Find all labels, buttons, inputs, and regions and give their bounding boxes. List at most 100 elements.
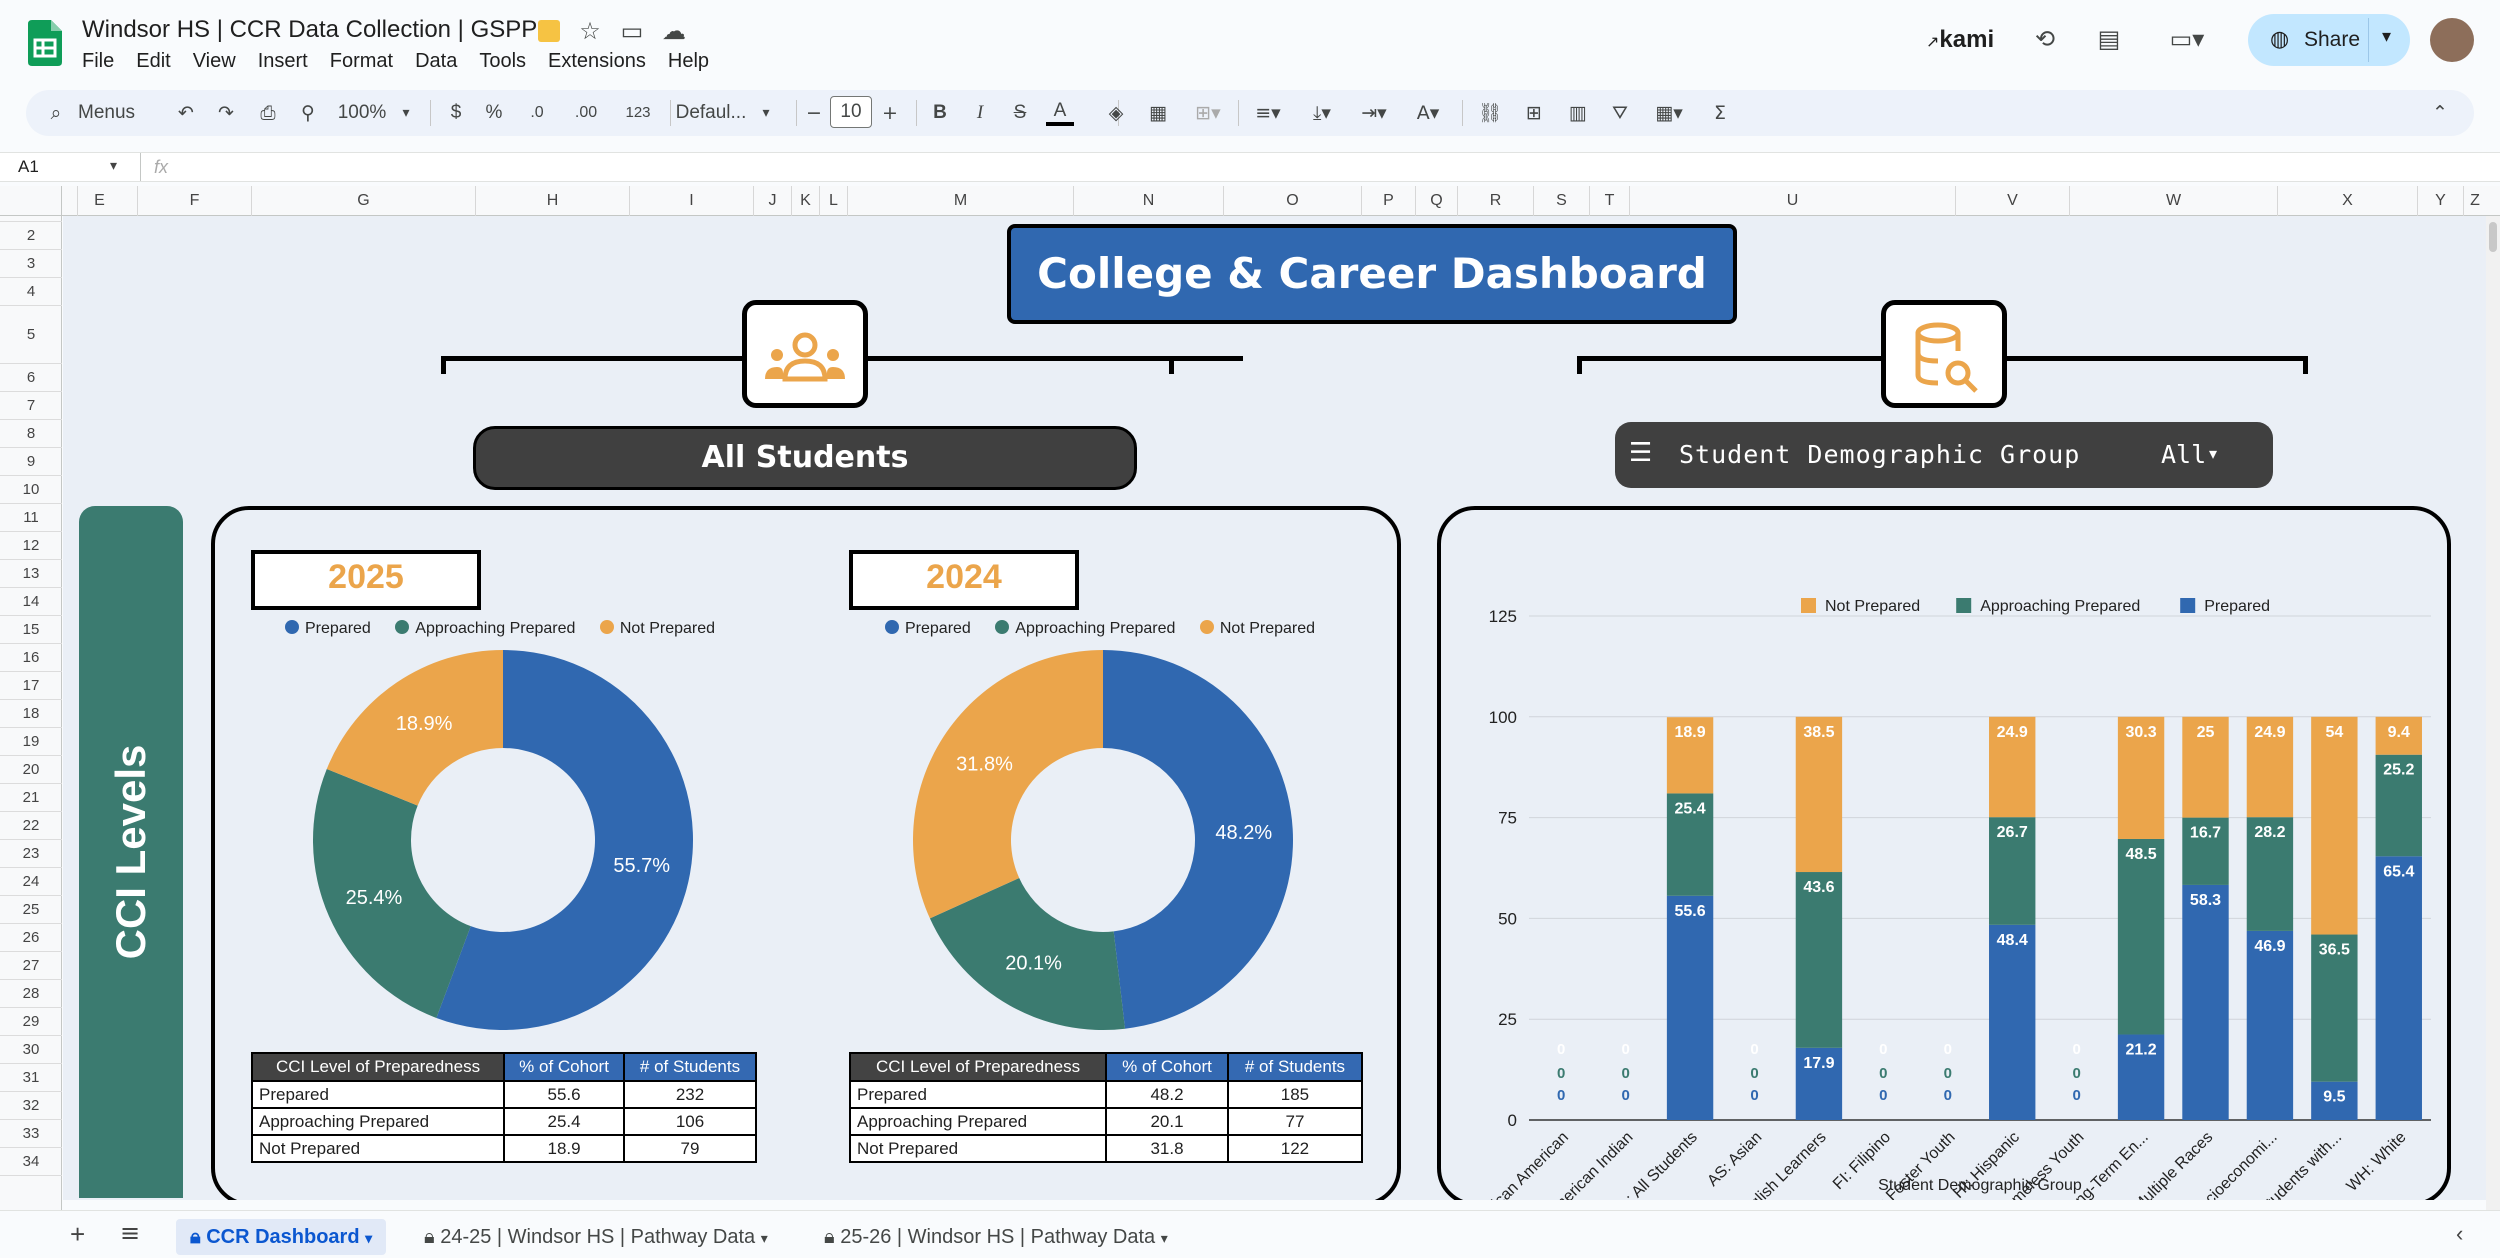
functions-icon[interactable]: Σ [1713,102,1726,124]
borders-icon[interactable]: ▦ [1149,102,1167,124]
column-header[interactable] [62,186,78,216]
insert-link-icon[interactable]: ⛓ [1477,102,1503,124]
dashboard-sheet[interactable]: College & Career Dashboard All Students … [63,216,2486,1200]
row-header[interactable]: 12 [0,532,62,560]
row-header[interactable]: 29 [0,1008,62,1036]
italic-icon[interactable]: I [976,102,984,123]
column-header[interactable]: Z [2470,192,2480,209]
filter-icon[interactable]: ⛛ [1612,102,1628,124]
document-title[interactable]: Windsor HS | CCR Data Collection | GSPP [82,16,538,43]
menu-help[interactable]: Help [667,50,710,72]
name-box-chevron-icon[interactable]: ▾ [110,157,118,173]
vertical-scrollbar[interactable] [2489,222,2497,252]
row-header[interactable]: 33 [0,1120,62,1148]
move-folder-icon[interactable]: ▭ [620,17,644,45]
row-header[interactable]: 19 [0,728,62,756]
column-header[interactable]: G [252,186,476,216]
font-size-increase-icon[interactable]: + [882,102,898,124]
row-header[interactable]: 32 [0,1092,62,1120]
slides-badge-icon[interactable] [538,20,560,42]
row-header[interactable]: 13 [0,560,62,588]
row-header[interactable]: 4 [0,278,62,306]
menu-tools[interactable]: Tools [479,50,527,72]
sheets-logo-icon[interactable] [28,20,62,66]
column-header[interactable]: P [1362,186,1416,216]
avatar[interactable] [2430,18,2474,62]
filter-views-icon[interactable]: ▦▾ [1655,102,1683,124]
menus-search-label[interactable]: Menus [78,102,136,123]
column-header[interactable]: K [792,186,820,216]
column-header[interactable]: F [138,186,252,216]
percent-button[interactable]: % [485,102,503,123]
row-header[interactable]: 25 [0,896,62,924]
column-header[interactable]: I [630,186,754,216]
tab-25-26-pathway-data[interactable]: 🔒︎ 25-26 | Windsor HS | Pathway Data ▾ [810,1219,1182,1255]
all-sheets-icon[interactable]: ≡ [120,1219,141,1247]
bold-icon[interactable]: B [933,102,947,123]
collapse-tabs-icon[interactable]: ‹ [2456,1221,2464,1246]
tab-chevron-icon[interactable]: ▾ [1160,1230,1168,1246]
column-header[interactable]: U [1630,186,1956,216]
row-header[interactable]: 18 [0,700,62,728]
menu-view[interactable]: View [192,50,236,72]
horizontal-align-icon[interactable]: ≡▾ [1255,102,1281,124]
decrease-decimal-button[interactable]: .0 [530,104,544,121]
tab-24-25-pathway-data[interactable]: 🔒︎ 24-25 | Windsor HS | Pathway Data ▾ [410,1219,782,1255]
column-header[interactable]: Q [1416,186,1458,216]
paint-format-icon[interactable]: ⚲ [301,102,315,124]
column-header[interactable]: T [1590,186,1630,216]
row-header[interactable] [0,216,62,222]
column-header[interactable]: W [2070,186,2278,216]
menu-file[interactable]: File [82,50,115,72]
font-select[interactable]: Defaul... [675,102,747,123]
menu-edit[interactable]: Edit [136,50,171,72]
font-size-decrease-icon[interactable]: − [806,102,822,124]
column-header[interactable]: E [62,186,138,216]
row-header[interactable]: 9 [0,448,62,476]
menu-insert[interactable]: Insert [257,50,308,72]
vertical-align-icon[interactable]: ⤓▾ [1313,102,1331,124]
row-header[interactable]: 6 [0,364,62,392]
strikethrough-icon[interactable]: S [1013,102,1027,123]
zoom-chevron-icon[interactable]: ▾ [402,105,410,121]
menu-data[interactable]: Data [415,50,458,72]
select-all-corner[interactable] [0,186,62,216]
row-header[interactable]: 34 [0,1148,62,1176]
filter-chevron-icon[interactable]: ▾ [2209,446,2218,463]
font-size-input[interactable]: 10 [830,96,872,128]
version-history-icon[interactable]: ⟲ [2034,25,2056,53]
row-header[interactable]: 16 [0,644,62,672]
text-rotation-icon[interactable]: A▾ [1416,102,1440,124]
add-sheet-icon[interactable]: + [70,1219,86,1249]
row-header[interactable]: 11 [0,504,62,532]
undo-icon[interactable]: ↶ [178,102,194,124]
row-header[interactable]: 26 [0,924,62,952]
cloud-status-icon[interactable]: ☁ [662,17,686,45]
column-header[interactable]: V [1956,186,2070,216]
menu-format[interactable]: Format [329,50,394,72]
redo-icon[interactable]: ↷ [218,102,234,124]
share-dropdown-icon[interactable]: ▾ [2382,26,2392,46]
row-header[interactable]: 15 [0,616,62,644]
row-header[interactable]: 23 [0,840,62,868]
print-icon[interactable]: ⎙ [260,102,276,124]
meet-icon[interactable]: ▭▾ [2169,25,2205,53]
row-header[interactable]: 24 [0,868,62,896]
collapse-toolbar-icon[interactable]: ⌃ [2432,102,2448,124]
fill-color-icon[interactable]: ◈ [1108,102,1124,124]
row-header[interactable]: 21 [0,784,62,812]
number-format-button[interactable]: 123 [625,104,651,121]
row-header[interactable]: 14 [0,588,62,616]
column-header[interactable]: R [1458,186,1534,216]
row-header[interactable]: 10 [0,476,62,504]
column-header[interactable]: Y [2418,186,2464,216]
name-box[interactable]: A1 [18,157,39,176]
row-header[interactable]: 31 [0,1064,62,1092]
text-wrap-icon[interactable]: ⇥▾ [1361,102,1387,124]
column-header[interactable]: M [848,186,1074,216]
merge-cells-icon[interactable]: ⊞▾ [1195,102,1221,124]
row-header[interactable]: 3 [0,250,62,278]
text-color-icon[interactable]: A [1046,98,1074,126]
search-icon[interactable]: ⌕ [50,102,62,124]
currency-button[interactable]: $ [450,102,462,123]
